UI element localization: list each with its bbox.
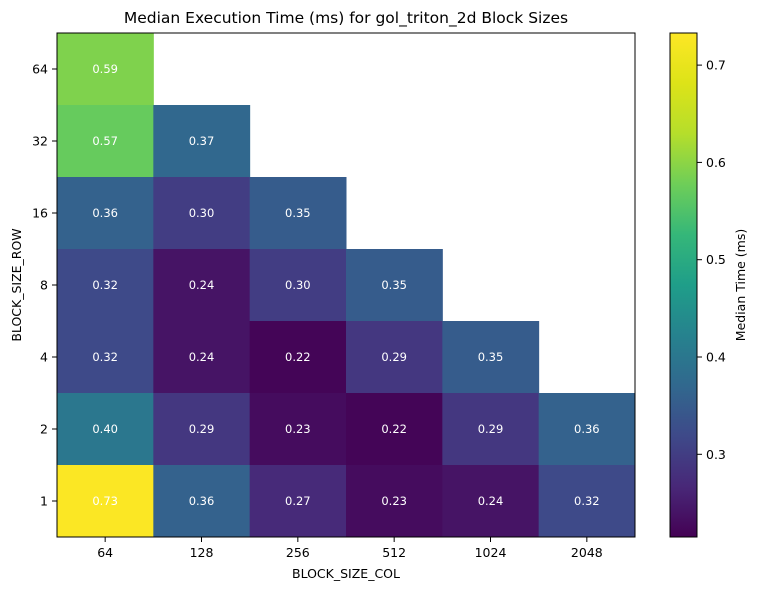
y-axis-ticks: 64 32 16 8 4 2 1 [32,62,57,509]
colorbar: 0.3 0.4 0.5 0.6 0.7 Median Time (ms) [669,32,748,538]
colorbar-tick-label: 0.5 [706,252,726,267]
colorbar-gradient [669,32,698,538]
heatmap-cell [346,393,443,466]
cell-value-label: 0.32 [574,494,600,508]
heatmap-cell [442,393,540,466]
heatmap-cell [249,465,347,538]
cell-value-label: 0.35 [381,278,407,292]
heatmap-cell [57,105,154,178]
cell-value-label: 0.37 [189,134,215,148]
heatmap-cell [249,177,347,250]
heatmap-cell [153,177,251,250]
cell-value-label: 0.29 [478,422,504,436]
heatmap-cell [153,105,251,178]
cell-value-label: 0.27 [285,494,311,508]
cell-value-label: 0.35 [285,206,311,220]
chart-title: Median Execution Time (ms) for gol_trito… [124,9,568,28]
cell-value-label: 0.22 [285,350,311,364]
y-axis-label: BLOCK_SIZE_ROW [9,228,24,341]
heatmap-cell [538,393,636,466]
cell-value-label: 0.29 [189,422,215,436]
cell-value-label: 0.36 [189,494,215,508]
colorbar-tick-label: 0.4 [706,350,726,365]
x-axis-label: BLOCK_SIZE_COL [292,566,400,581]
heatmap-cell [153,393,251,466]
y-tick-label: 8 [40,278,48,293]
heatmap-cell [57,177,154,250]
colorbar-ticks: 0.3 0.4 0.5 0.6 0.7 [697,58,726,462]
x-tick-label: 512 [382,545,406,560]
heatmap-cell [442,321,540,394]
heatmap-cell [346,465,443,538]
cell-value-label: 0.40 [92,422,118,436]
cell-value-label: 0.59 [92,62,118,76]
heatmap-cell [57,465,154,538]
x-axis-ticks: 64 128 256 512 1024 2048 [97,537,603,560]
y-tick-label: 32 [32,134,48,149]
x-tick-label: 64 [97,545,113,560]
heatmap-cell [57,33,154,106]
colorbar-tick-label: 0.6 [706,155,726,170]
heatmap-cell [346,249,443,322]
heatmap-cell [346,321,443,394]
y-tick-label: 1 [40,494,48,509]
heatmap-cell [249,321,347,394]
cell-value-label: 0.57 [92,134,118,148]
heatmap-cell [153,249,251,322]
heatmap-cells: 0.59 0.57 0.37 0.36 0.30 0.35 0.32 0.24 0.30 0.35… [57,33,636,538]
cell-value-label: 0.24 [478,494,504,508]
y-tick-label: 4 [40,350,48,365]
cell-value-label: 0.36 [574,422,600,436]
heatmap-cell [442,465,540,538]
heatmap-cell [57,321,154,394]
cell-value-label: 0.35 [478,350,504,364]
cell-value-label: 0.36 [92,206,118,220]
x-tick-label: 2048 [571,545,603,560]
cell-value-label: 0.24 [189,278,215,292]
cell-value-label: 0.32 [92,350,118,364]
cell-value-label: 0.73 [92,494,118,508]
y-tick-label: 2 [40,422,48,437]
heatmap-cell [153,321,251,394]
heatmap-cell [249,393,347,466]
cell-value-label: 0.30 [285,278,311,292]
cell-value-label: 0.23 [285,422,311,436]
heatmap-cell [153,465,251,538]
y-tick-label: 16 [32,206,48,221]
colorbar-tick-label: 0.7 [706,58,726,73]
cell-value-label: 0.22 [381,422,407,436]
x-tick-label: 128 [190,545,214,560]
cell-value-label: 0.29 [381,350,407,364]
heatmap-cell [57,249,154,322]
cell-value-label: 0.24 [189,350,215,364]
heatmap-cell [57,393,154,466]
plot-area: 0.59 0.57 0.37 0.36 0.30 0.35 0.32 0.24 0.30 0.35… [56,32,636,538]
cell-value-label: 0.32 [92,278,118,292]
cell-value-label: 0.30 [189,206,215,220]
cell-value-label: 0.23 [381,494,407,508]
heatmap-cell [249,249,347,322]
x-tick-label: 256 [286,545,310,560]
colorbar-label: Median Time (ms) [733,229,748,341]
heatmap-cell [538,465,636,538]
y-tick-label: 64 [32,62,48,77]
colorbar-tick-label: 0.3 [706,447,726,462]
x-tick-label: 1024 [475,545,507,560]
